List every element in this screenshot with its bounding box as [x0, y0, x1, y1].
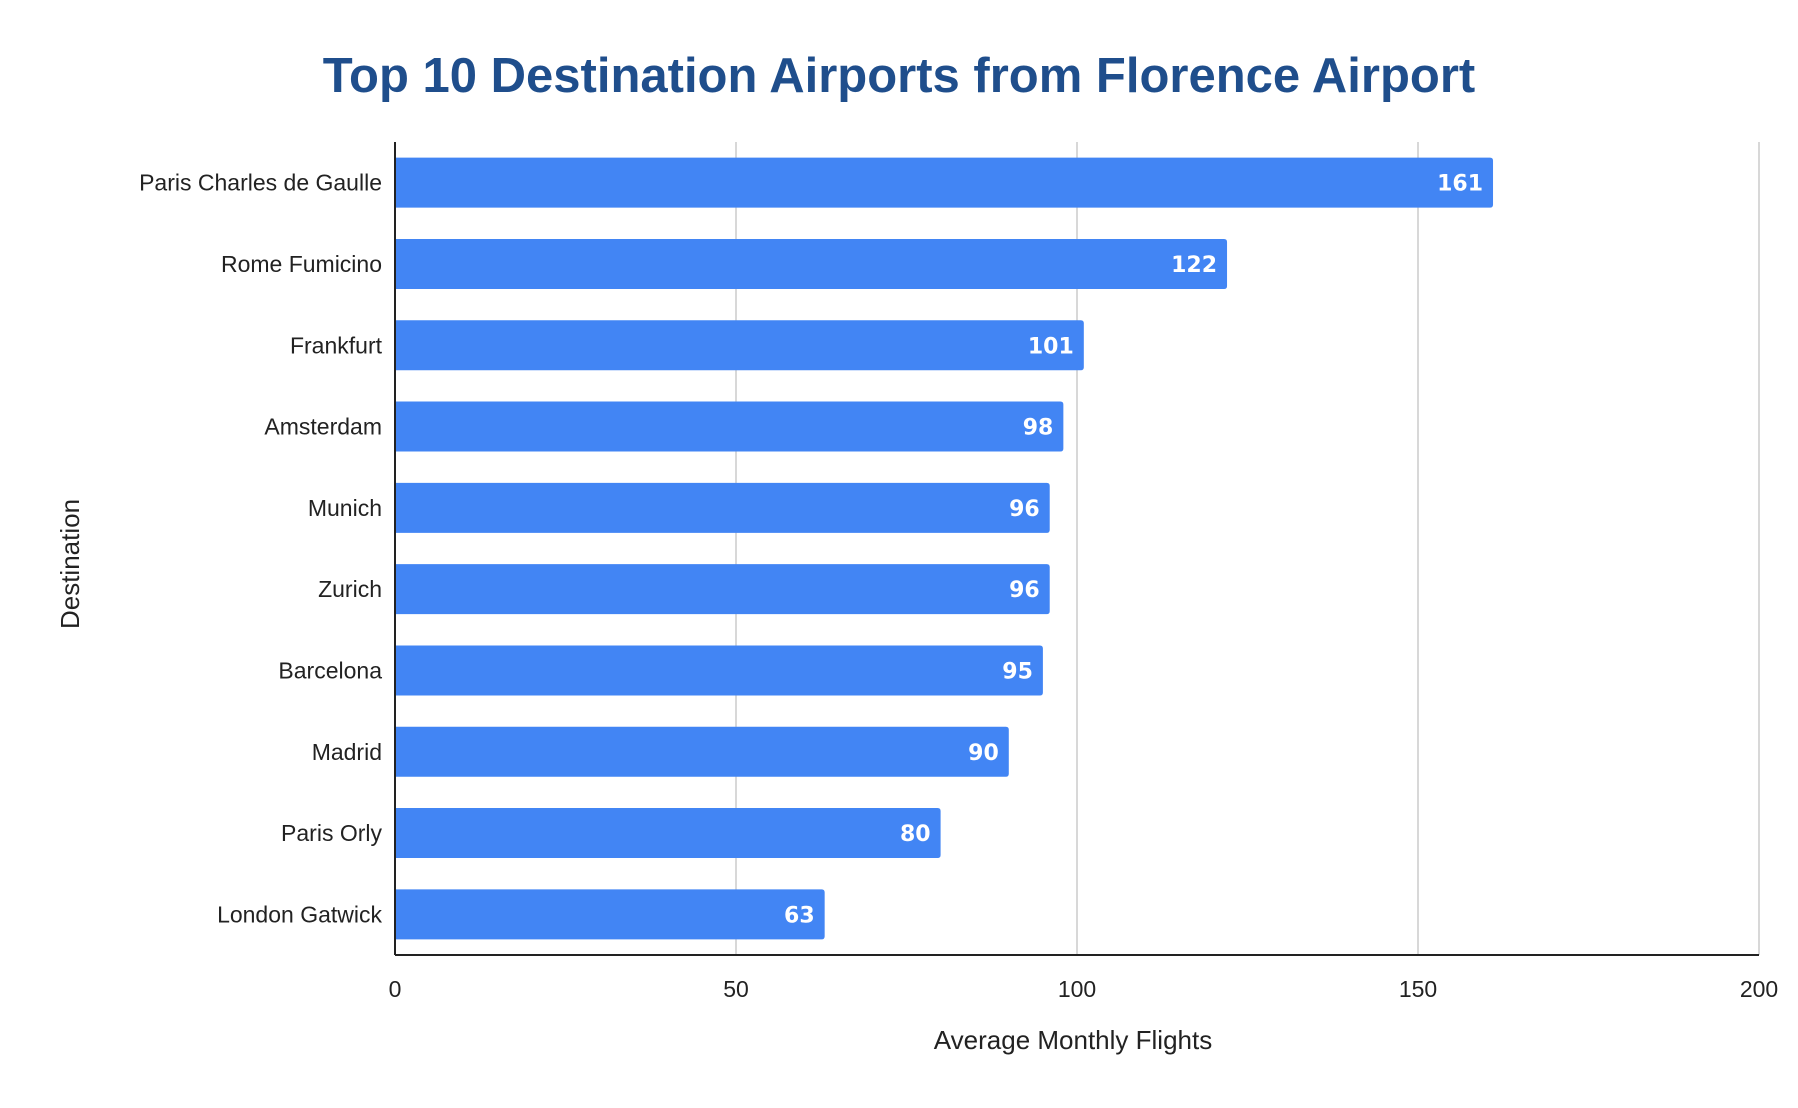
value-label: 63 [784, 903, 815, 928]
bar-london-gatwick [395, 889, 825, 940]
category-label: Paris Charles de Gaulle [139, 170, 382, 196]
y-axis-title: Destination [55, 499, 85, 629]
axes [394, 142, 1759, 956]
bar-madrid [395, 726, 1009, 777]
x-tick-labels: 0 50 100 150 200 [389, 976, 1779, 1002]
value-label: 95 [1002, 659, 1033, 684]
x-tick-label: 100 [1058, 976, 1096, 1002]
bar-zurich [395, 564, 1050, 615]
category-label: Munich [308, 495, 382, 521]
category-label: Paris Orly [281, 820, 382, 846]
category-label: Amsterdam [264, 414, 382, 440]
bar-frankfurt [395, 320, 1084, 371]
category-label: Zurich [318, 576, 382, 602]
x-tick-label: 150 [1399, 976, 1437, 1002]
bar-munich [395, 482, 1050, 533]
category-label: Madrid [312, 739, 382, 765]
category-labels: Paris Charles de Gaulle Rome Fumicino Fran… [139, 170, 383, 928]
chart-title: Top 10 Destination Airports from Florenc… [323, 49, 1476, 103]
bar-amsterdam [395, 401, 1064, 452]
category-label: Frankfurt [290, 332, 383, 358]
bar-paris-orly [395, 808, 941, 859]
value-label: 80 [900, 822, 931, 847]
x-tick-label: 50 [723, 976, 749, 1002]
x-tick-label: 0 [389, 976, 402, 1002]
bar-paris-charles-de-gaulle [395, 157, 1494, 208]
value-labels: 161 122 101 98 96 96 95 90 80 63 [784, 172, 1483, 929]
value-label: 98 [1023, 416, 1054, 441]
bars [395, 157, 1494, 940]
value-label: 122 [1171, 253, 1217, 278]
value-label: 161 [1437, 172, 1483, 197]
value-label: 96 [1009, 578, 1040, 603]
category-label: Barcelona [278, 657, 382, 683]
value-label: 96 [1009, 497, 1040, 522]
bar-rome-fumicino [395, 238, 1228, 289]
x-tick-label: 200 [1740, 976, 1778, 1002]
category-label: London Gatwick [217, 901, 382, 927]
x-axis-title: Average Monthly Flights [934, 1025, 1212, 1055]
value-label: 90 [968, 741, 999, 766]
category-label: Rome Fumicino [221, 251, 382, 277]
bar-barcelona [395, 645, 1043, 696]
value-label: 101 [1028, 334, 1074, 359]
